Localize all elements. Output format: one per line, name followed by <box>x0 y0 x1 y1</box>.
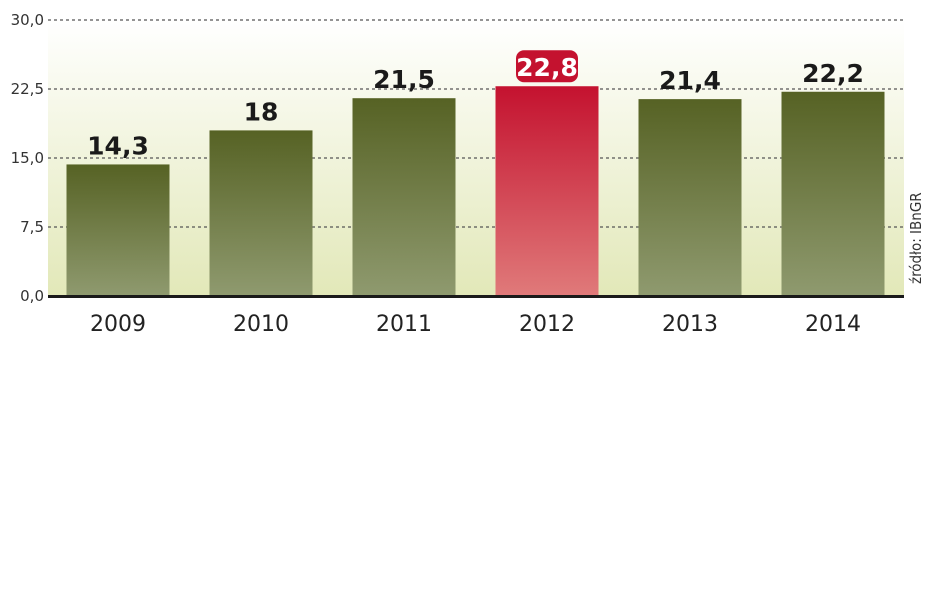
x-tick-label: 2009 <box>90 312 146 337</box>
x-tick-label: 2011 <box>376 312 432 337</box>
value-labels: 14,3 18 21,5 22,8 21,4 22,2 <box>87 50 864 160</box>
x-tick-label: 2013 <box>662 312 718 337</box>
value-label: 14,3 <box>87 131 149 160</box>
bar <box>638 99 742 297</box>
x-tick-label: 2012 <box>519 312 575 337</box>
bar <box>352 98 456 296</box>
bar <box>781 91 885 296</box>
value-label: 21,4 <box>659 66 721 95</box>
x-axis-labels: 2009 2010 2011 2012 2013 2014 <box>90 312 861 337</box>
y-tick-label: 0,0 <box>20 287 44 305</box>
value-label: 18 <box>244 97 279 126</box>
y-tick-label: 7,5 <box>20 218 44 236</box>
value-label: 21,5 <box>373 65 435 94</box>
gridlines <box>48 19 904 228</box>
source-note: źródło: IBnGR <box>907 192 925 284</box>
y-tick-label: 15,0 <box>11 149 44 167</box>
x-tick-label: 2014 <box>805 312 861 337</box>
y-axis-ticks: 0,0 7,5 15,0 22,5 30,0 <box>11 11 44 305</box>
x-tick-label: 2010 <box>233 312 289 337</box>
bars <box>66 86 885 297</box>
bar <box>209 130 313 296</box>
value-label: 22,8 <box>516 53 578 82</box>
value-label: 22,2 <box>802 59 864 88</box>
y-tick-label: 30,0 <box>11 11 44 29</box>
bar-highlighted <box>495 86 599 297</box>
bar <box>66 164 170 296</box>
value-label-badge <box>516 50 578 83</box>
y-tick-label: 22,5 <box>11 80 44 98</box>
